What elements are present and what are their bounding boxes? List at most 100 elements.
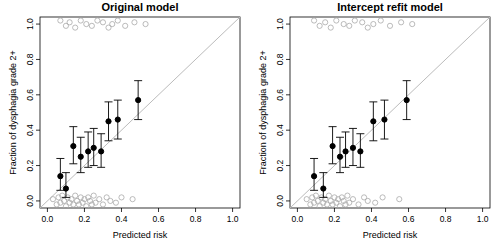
- x-tick-label: 0.8: [440, 214, 452, 224]
- outcome-point: [334, 18, 339, 23]
- calibration-point: [311, 174, 316, 179]
- error-bar-cap: [134, 119, 142, 120]
- y-tick-label: 0.6: [275, 89, 285, 101]
- error-bar-cap: [369, 140, 377, 141]
- calibration-point: [99, 149, 104, 154]
- x-tick: [408, 208, 409, 212]
- outcome-point: [84, 21, 89, 26]
- outcome-point: [410, 21, 415, 26]
- error-bar-cap: [403, 119, 411, 120]
- y-tick: [36, 24, 40, 25]
- error-bar-cap: [69, 163, 77, 164]
- x-tick-label: 1.0: [477, 214, 489, 224]
- error-bar-cap: [105, 140, 113, 141]
- x-tick: [84, 208, 85, 212]
- panel: Original model0.00.20.40.60.81.00.00.20.…: [8, 1, 240, 240]
- error-bar: [310, 158, 318, 190]
- error-bar-cap: [69, 126, 77, 127]
- error-bar: [77, 137, 85, 172]
- y-tick-label: 0.6: [25, 89, 35, 101]
- calibration-point: [321, 186, 326, 191]
- x-tick-label: 0.0: [291, 214, 303, 224]
- error-bar-cap: [349, 128, 357, 129]
- outcome-point: [143, 21, 148, 26]
- outcome-point: [371, 21, 376, 26]
- x-tick: [158, 208, 159, 212]
- outcome-point: [341, 21, 346, 26]
- x-tick-label: 0.8: [190, 214, 202, 224]
- calibration-point: [382, 117, 387, 122]
- calibration-point: [350, 145, 355, 150]
- y-tick: [286, 200, 290, 201]
- plot-frame: [40, 17, 240, 208]
- y-tick: [286, 94, 290, 95]
- error-bar-cap: [90, 128, 98, 129]
- error-bar-cap: [336, 172, 344, 173]
- outcome-point: [313, 193, 318, 198]
- y-tick-label: 1.0: [25, 18, 35, 30]
- error-bar-cap: [369, 101, 377, 102]
- error-bar: [56, 158, 64, 190]
- error-bar-cap: [329, 126, 337, 127]
- outcome-point: [97, 197, 102, 202]
- y-tick: [36, 59, 40, 60]
- outcome-point: [360, 20, 365, 25]
- y-tick-label: 1.0: [275, 18, 285, 30]
- x-tick-label: 0.2: [79, 214, 91, 224]
- calibration-point: [337, 154, 342, 159]
- error-bar-cap: [349, 165, 357, 166]
- y-tick: [286, 24, 290, 25]
- y-tick: [286, 130, 290, 131]
- y-tick: [286, 59, 290, 60]
- error-bar-cap: [356, 133, 364, 134]
- error-bar-cap: [97, 133, 105, 134]
- error-bar: [356, 134, 364, 168]
- outcome-point: [73, 25, 78, 30]
- error-bar: [114, 100, 122, 139]
- plot-frame: [290, 17, 490, 208]
- outcome-point: [337, 204, 342, 208]
- x-axis-label: Predicted risk: [363, 230, 418, 240]
- outcome-point: [89, 23, 94, 28]
- x-tick: [297, 208, 298, 212]
- y-tick-label: 0.0: [275, 195, 285, 207]
- outcome-point: [50, 197, 55, 202]
- error-bar: [69, 127, 77, 164]
- error-bar-cap: [105, 101, 113, 102]
- outcome-point: [304, 197, 309, 202]
- x-tick: [445, 208, 446, 212]
- outcome-point: [387, 23, 392, 28]
- calibration-point: [86, 149, 91, 154]
- error-bar-cap: [114, 100, 122, 101]
- calibration-point: [63, 186, 68, 191]
- outcome-point: [84, 204, 89, 208]
- error-bar: [319, 173, 327, 198]
- marks: [40, 17, 240, 208]
- outcome-point: [58, 18, 63, 23]
- panel: Intercept refit model0.00.20.40.60.81.00…: [258, 1, 490, 240]
- reference-line: [290, 17, 490, 208]
- calibration-point: [358, 149, 363, 154]
- marks: [290, 17, 490, 208]
- y-tick-label: 0.8: [275, 53, 285, 65]
- error-bar-cap: [342, 131, 350, 132]
- outcome-point: [365, 25, 370, 30]
- outcome-point: [119, 195, 124, 200]
- x-axis-label: Predicted risk: [113, 230, 168, 240]
- error-bar-cap: [84, 167, 92, 168]
- error-bar: [403, 81, 411, 120]
- error-bar-cap: [134, 80, 142, 81]
- y-tick: [36, 200, 40, 201]
- outcome-point: [350, 197, 355, 202]
- x-tick: [195, 208, 196, 212]
- x-tick: [232, 208, 233, 212]
- outcome-point: [380, 195, 385, 200]
- calibration-point: [58, 174, 63, 179]
- outcome-point: [317, 23, 322, 28]
- x-tick: [121, 208, 122, 212]
- reference-line: [40, 17, 240, 208]
- y-tick-label: 0.4: [275, 124, 285, 136]
- y-tick-label: 0.0: [25, 195, 35, 207]
- error-bar-cap: [336, 137, 344, 138]
- calibration-point: [115, 117, 120, 122]
